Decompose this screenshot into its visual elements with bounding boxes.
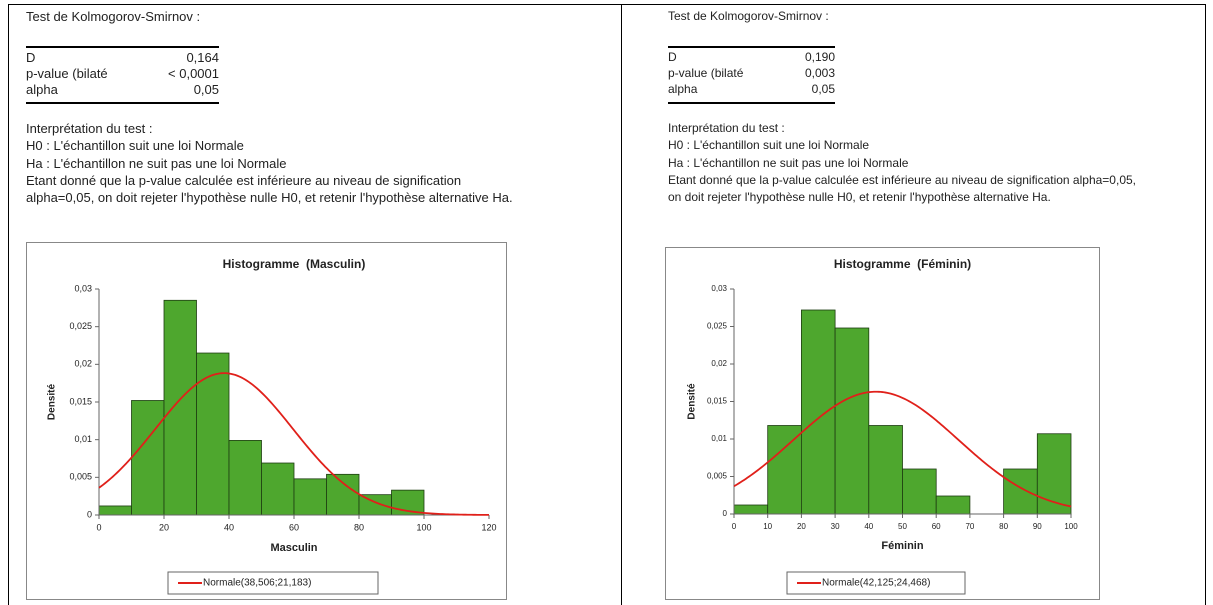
x-tick-label: 70 bbox=[965, 522, 974, 531]
histogram-bar bbox=[935, 495, 971, 515]
table-label: p-value (bilaté bbox=[668, 66, 744, 80]
table-label: D bbox=[26, 50, 36, 65]
y-tick-label: 0,025 bbox=[69, 321, 92, 331]
x-tick-label: 40 bbox=[224, 522, 234, 532]
histogram-bar bbox=[868, 425, 903, 515]
histogram-bar bbox=[1003, 468, 1038, 515]
y-tick-label: 0,02 bbox=[74, 359, 92, 369]
interpretation-line: Ha : L'échantillon ne suit pas une loi N… bbox=[26, 155, 287, 171]
y-tick-label: 0,015 bbox=[69, 396, 92, 406]
y-tick-label: 0 bbox=[87, 509, 92, 519]
x-axis-label: Féminin bbox=[881, 540, 923, 552]
histogram-bar bbox=[228, 440, 262, 516]
table-label: alpha bbox=[668, 82, 698, 96]
histogram-bar bbox=[261, 462, 295, 516]
y-tick-label: 0,01 bbox=[711, 434, 727, 443]
table-value: 0,05 bbox=[193, 82, 219, 97]
histogram-chart: Histogramme (Masculin) 0 0,005 0,01 0,015 0,0… bbox=[26, 242, 507, 600]
chart-title: Histogramme (Féminin) bbox=[834, 257, 971, 271]
interpretation-line: Interprétation du test : bbox=[668, 121, 785, 135]
table-value: 0,164 bbox=[186, 50, 219, 65]
x-tick-label: 100 bbox=[1064, 522, 1078, 531]
histogram-chart: Histogramme (Féminin) 0 0,005 0,01 0,015 0,02… bbox=[665, 247, 1100, 600]
interpretation-line: Etant donné que la p-value calculée est … bbox=[668, 172, 1136, 187]
x-tick-label: 100 bbox=[416, 522, 431, 532]
y-tick-label: 0,015 bbox=[707, 397, 728, 406]
chart-title: Histogramme (Masculin) bbox=[223, 257, 366, 271]
y-axis-label: Densité bbox=[47, 384, 58, 421]
x-tick-label: 0 bbox=[96, 522, 101, 532]
frame-divider bbox=[621, 4, 622, 605]
y-tick-label: 0 bbox=[723, 509, 728, 518]
histogram-bar bbox=[800, 309, 836, 515]
y-tick-label: 0,005 bbox=[69, 472, 92, 482]
x-tick-label: 80 bbox=[999, 522, 1008, 531]
interpretation-line: on doit rejeter l'hypothèse nulle H0, et… bbox=[668, 190, 1051, 205]
interpretation-line: Interprétation du test : bbox=[26, 121, 153, 136]
table-rule bbox=[26, 102, 219, 104]
histogram-bar bbox=[1036, 433, 1072, 515]
x-tick-label: 80 bbox=[354, 522, 364, 532]
frame-top bbox=[8, 4, 1205, 5]
table-value: 0,05 bbox=[811, 82, 835, 96]
test-title: Test de Kolmogorov-Smirnov : bbox=[26, 9, 201, 24]
x-tick-label: 90 bbox=[1033, 522, 1042, 531]
chart-frame bbox=[665, 247, 1100, 600]
histogram-bar bbox=[98, 505, 132, 516]
x-tick-label: 30 bbox=[831, 522, 840, 531]
table-value: < 0,0001 bbox=[168, 66, 219, 81]
y-tick-label: 0,03 bbox=[711, 284, 727, 293]
histogram-bar bbox=[131, 400, 165, 516]
x-tick-label: 40 bbox=[864, 522, 873, 531]
histogram-bar bbox=[293, 478, 327, 516]
interpretation-line: alpha=0,05, on doit rejeter l'hypothèse … bbox=[26, 190, 513, 206]
interpretation-line: H0 : L'échantillon suit une loi Normale bbox=[26, 138, 244, 154]
legend-label: Normale(42,125;24,468) bbox=[822, 578, 930, 589]
y-tick-label: 0,02 bbox=[711, 359, 727, 368]
histogram-bar bbox=[834, 327, 870, 515]
interpretation-line: H0 : L'échantillon suit une loi Normale bbox=[668, 138, 870, 153]
table-rule bbox=[668, 46, 835, 48]
y-tick-label: 0,005 bbox=[707, 472, 728, 481]
frame-left bbox=[8, 4, 9, 605]
table-label: alpha bbox=[26, 82, 58, 97]
histogram-bar bbox=[733, 504, 769, 515]
interpretation-line: Etant donné que la p-value calculée est … bbox=[26, 172, 462, 188]
legend-box bbox=[167, 571, 379, 595]
histogram-bar bbox=[902, 468, 937, 515]
frame-right bbox=[1205, 4, 1206, 605]
normal-curve bbox=[733, 390, 1072, 508]
y-tick-label: 0,03 bbox=[74, 283, 92, 293]
normal-curve bbox=[98, 372, 490, 516]
legend-box bbox=[786, 571, 966, 595]
y-tick-label: 0,01 bbox=[74, 434, 92, 444]
x-tick-label: 10 bbox=[763, 522, 772, 531]
x-tick-label: 60 bbox=[289, 522, 299, 532]
x-tick-label: 60 bbox=[932, 522, 941, 531]
x-tick-label: 20 bbox=[159, 522, 169, 532]
histogram-bar bbox=[196, 352, 230, 516]
y-axis-label: Densité bbox=[687, 383, 698, 420]
legend-label: Normale(38,506;21,183) bbox=[203, 578, 311, 589]
histogram-bar bbox=[163, 299, 197, 516]
x-tick-label: 0 bbox=[732, 522, 737, 531]
x-axis-label: Masculin bbox=[270, 542, 317, 554]
histogram-bar bbox=[767, 425, 802, 515]
x-tick-label: 50 bbox=[898, 522, 907, 531]
chart-frame bbox=[26, 242, 507, 600]
table-rule bbox=[668, 102, 835, 104]
x-tick-label: 120 bbox=[481, 522, 496, 532]
interpretation-line: Ha : L'échantillon ne suit pas une loi N… bbox=[668, 155, 909, 170]
table-value: 0,190 bbox=[804, 50, 835, 64]
table-value: 0,003 bbox=[804, 66, 835, 80]
y-tick-label: 0,025 bbox=[707, 322, 728, 331]
x-tick-label: 20 bbox=[797, 522, 806, 531]
histogram-bar bbox=[326, 473, 360, 516]
table-rule bbox=[26, 46, 219, 48]
test-title: Test de Kolmogorov-Smirnov : bbox=[668, 9, 829, 23]
table-label: p-value (bilaté bbox=[26, 66, 108, 81]
table-label: D bbox=[668, 50, 677, 64]
